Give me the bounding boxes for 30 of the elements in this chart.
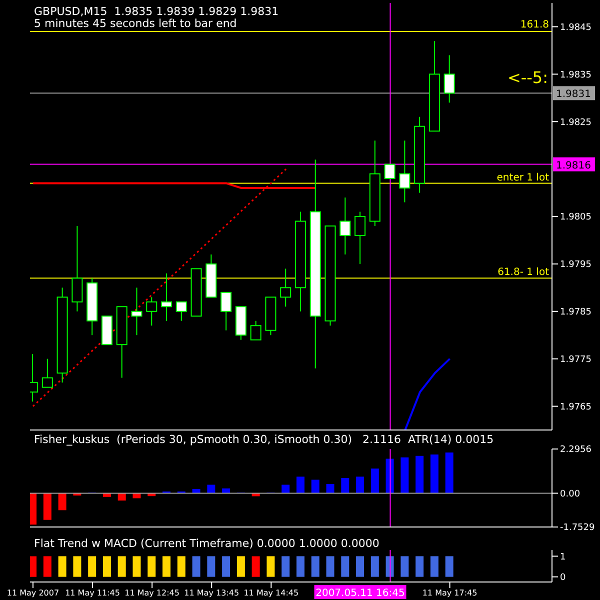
annotation: <--5: bbox=[507, 68, 548, 87]
y-tick-label: 1.9775 bbox=[560, 355, 592, 366]
y-tick-label: 0.00 bbox=[560, 489, 580, 500]
text: 5 minutes 45 seconds left to bar end bbox=[34, 17, 237, 30]
x-tick-label: 11 May 2007 bbox=[6, 588, 60, 598]
y-tick-label: 1.9765 bbox=[560, 402, 592, 412]
ref-line-label: 1.9816 bbox=[556, 160, 591, 172]
y-tick-label: 2.2956 bbox=[560, 445, 592, 456]
ref-line-label: enter 1 lot bbox=[496, 172, 550, 184]
y-tick-label: 1.9805 bbox=[560, 212, 592, 223]
y-tick-label: 0 bbox=[560, 573, 566, 584]
y-tick-label: 1.9845 bbox=[560, 22, 592, 33]
chart-title: GBPUSD,M15 1.9835 1.9839 1.9829 1.9831 bbox=[34, 5, 279, 18]
ref-line-label: 61.8- 1 lot bbox=[498, 267, 550, 278]
y-tick-label: 1 bbox=[560, 552, 566, 562]
annotation: 161.8 bbox=[520, 19, 549, 30]
x-tick-label: 11 May 11:45 bbox=[65, 588, 120, 598]
ref-line-label: 1.9831 bbox=[556, 89, 591, 100]
y-tick-label: 1.9825 bbox=[560, 118, 592, 128]
chart-title: Flat Trend w MACD (Current Timeframe) 0.0000 1.0000 0.0000 bbox=[34, 537, 380, 550]
chart-title: Fisher_kuskus (rPeriods 30, pSmooth 0.30, iSmooth 0.30) 2.1116 ATR(14) 0.0015 bbox=[34, 433, 494, 446]
y-tick-label: -1.7529 bbox=[560, 523, 596, 534]
y-tick-label: 1.9835 bbox=[560, 70, 592, 80]
x-tick-label: 11 May 12:45 bbox=[124, 588, 180, 598]
ref-line-label: 2007.05.11 16:45 bbox=[316, 588, 405, 599]
y-tick-label: 1.9795 bbox=[560, 260, 592, 270]
x-tick-label: 11 May 14:45 bbox=[244, 588, 299, 598]
x-tick-label: 11 May 13:45 bbox=[184, 588, 240, 598]
y-tick-label: 1.9785 bbox=[560, 308, 592, 318]
x-tick-label: 11 May 17:45 bbox=[422, 588, 478, 598]
